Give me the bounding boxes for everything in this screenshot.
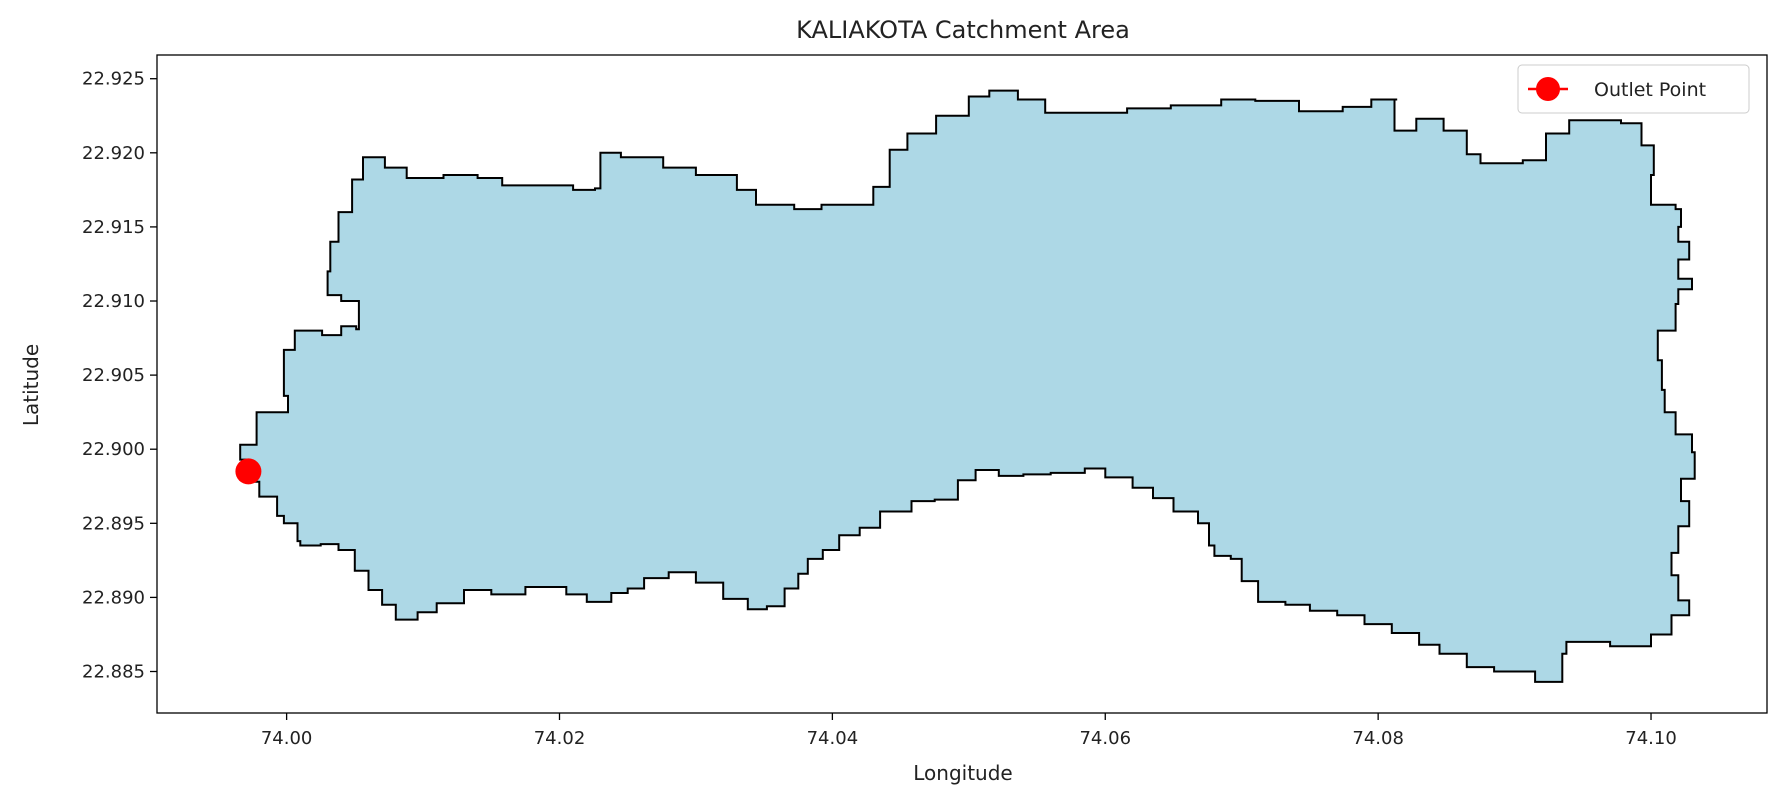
legend-box [1517,64,1750,114]
legend-outlet-label: Outlet Point [1594,79,1706,101]
plot-area [235,89,1696,683]
x-tick-label: 74.06 [1079,728,1131,749]
axes: 74.00 74.02 74.04 74.06 74.08 74.10 22.885 22.8… [82,54,1768,749]
x-tick-label: 74.10 [1625,728,1677,749]
y-tick-label: 22.915 [82,217,145,238]
axes-frame [156,54,1768,714]
chart-title: KALIAKOTA Catchment Area [796,16,1130,44]
legend: Outlet Point [1517,64,1750,114]
x-tick-label: 74.04 [807,728,859,749]
x-axis-title: Longitude [913,761,1012,785]
y-tick-label: 22.900 [82,439,145,460]
y-tick-label: 22.910 [82,291,145,312]
outlet-point-marker [235,458,262,485]
y-tick-label: 22.890 [82,587,145,608]
y-axis-title: Latitude [19,344,43,426]
x-tick-label: 74.02 [534,728,586,749]
y-tick-label: 22.895 [82,513,145,534]
y-tick-label: 22.920 [82,143,145,164]
legend-outlet-marker [1536,77,1560,101]
catchment-polygon [239,89,1696,683]
y-tick-label: 22.885 [82,662,145,683]
y-tick-label: 22.905 [82,365,145,386]
x-tick-label: 74.08 [1352,728,1404,749]
y-tick-label: 22.925 [82,69,145,90]
x-tick-label: 74.00 [261,728,313,749]
